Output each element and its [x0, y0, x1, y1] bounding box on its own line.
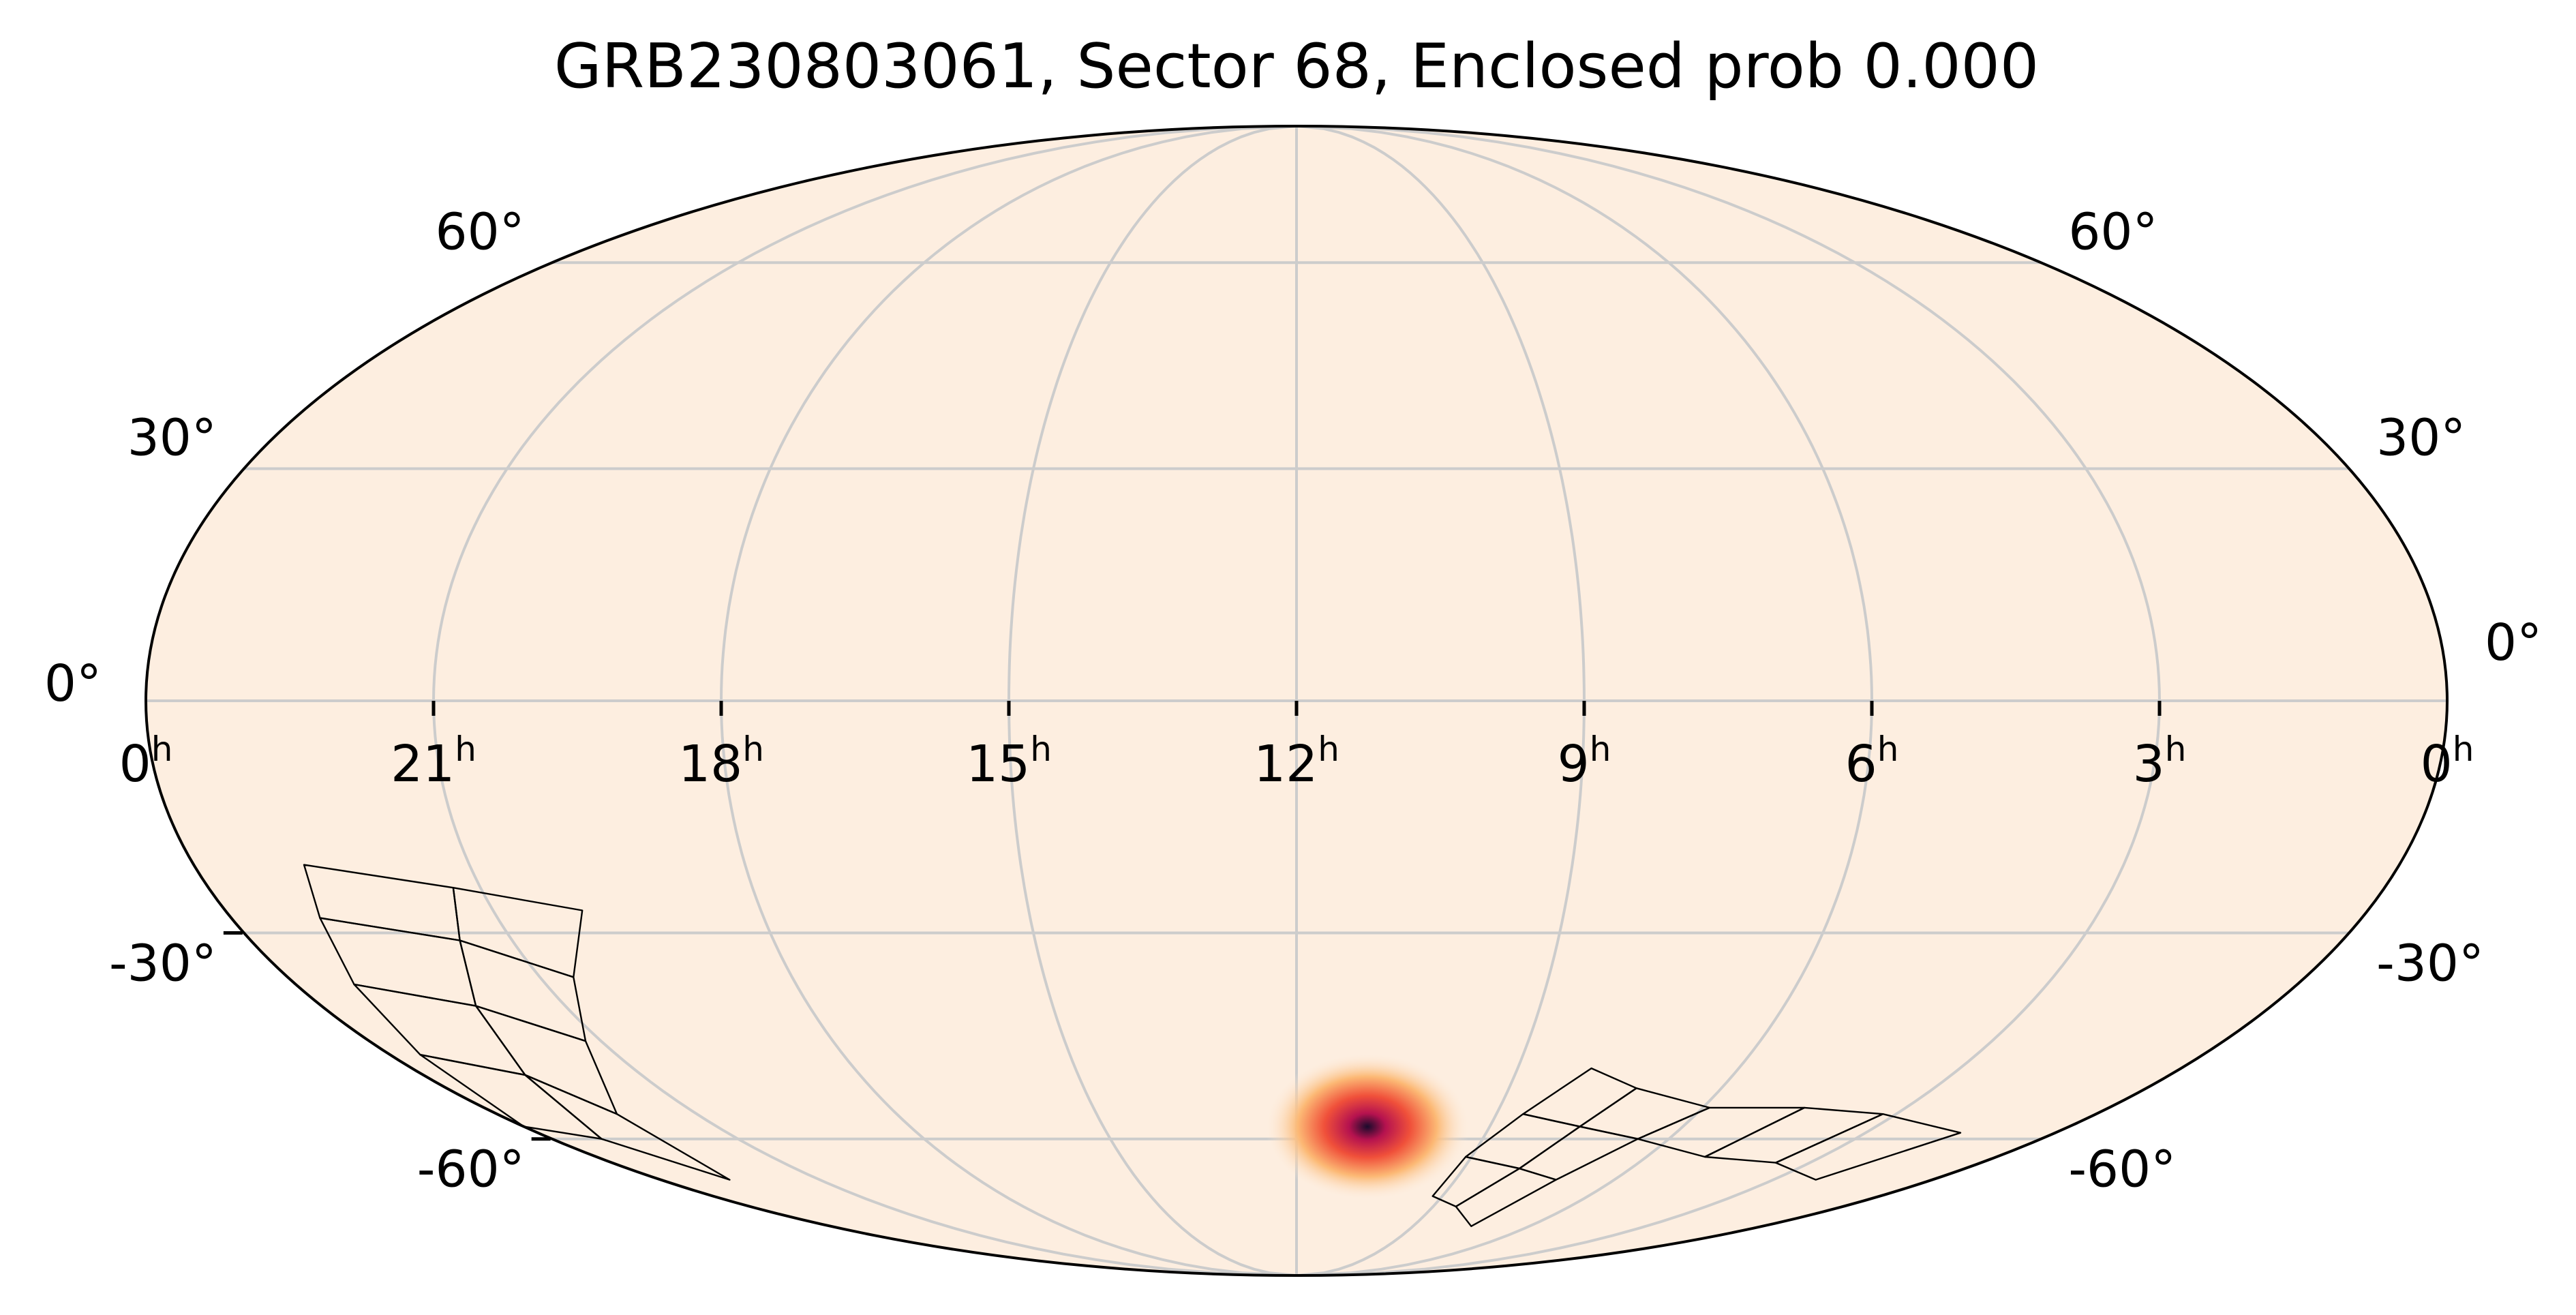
- ra-tick-label: 21h: [391, 729, 476, 793]
- ccd-outline-right: [1455, 1167, 1558, 1228]
- dec-tick-label-right: 0°: [2485, 614, 2542, 672]
- dec-tick-label-right: 30°: [2376, 408, 2466, 467]
- dec-tick-label-left: -60°: [417, 1140, 525, 1199]
- localization-blob: [1264, 1053, 1470, 1200]
- ccd-outline-right: [1774, 1113, 1962, 1181]
- axis-ticks: [223, 701, 2162, 1141]
- ra-tick-label: 0h: [2421, 729, 2474, 793]
- dec-tick-label-left: 60°: [435, 202, 524, 261]
- tess-sector-footprint: [303, 864, 1962, 1228]
- map-title: GRB230803061, Sector 68, Enclosed prob 0…: [554, 31, 2039, 102]
- ra-tick-label: 18h: [678, 729, 764, 793]
- probability-region: [1264, 1053, 1470, 1200]
- dec-tick-label-left: 30°: [127, 408, 217, 467]
- dec-tick-label-right: 60°: [2068, 202, 2157, 261]
- dec-tick-label-left: -30°: [109, 935, 217, 993]
- dec-tick-label-right: -60°: [2068, 1140, 2176, 1199]
- dec-tick-label-left: 0°: [44, 654, 102, 713]
- map-outline: [145, 125, 2449, 1277]
- dec-tick-label-right: -30°: [2376, 935, 2484, 993]
- ccd-outline-left: [524, 1074, 731, 1181]
